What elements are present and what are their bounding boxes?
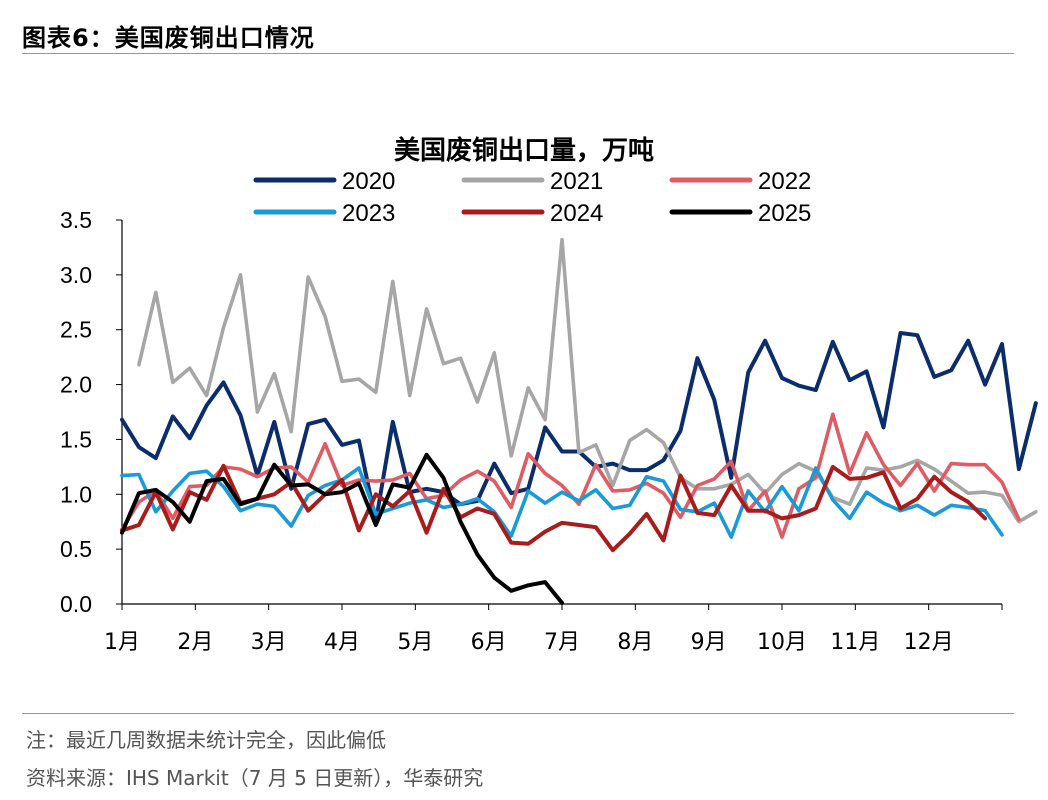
y-tick-label: 2.5 (60, 317, 92, 343)
x-tick-label: 11月 (830, 630, 880, 655)
legend-label-2022: 2022 (758, 168, 811, 195)
figure-label: 图表6： (22, 24, 115, 52)
series-line-2025 (120, 452, 564, 605)
y-tick-label: 1.5 (60, 426, 92, 452)
footnote-source: 资料来源：IHS Markit（7 月 5 日更新），华泰研究 (26, 766, 484, 790)
y-tick-label: 0.0 (60, 591, 92, 617)
y-tick-label: 1.0 (60, 481, 92, 507)
y-tick-label: 3.0 (60, 262, 92, 288)
figure-title-text: 美国废铜出口情况 (114, 24, 315, 52)
legend-label-2023: 2023 (342, 200, 395, 227)
series-line-2021 (137, 237, 1038, 524)
x-tick-label: 10月 (757, 630, 807, 655)
y-tick-label: 3.5 (60, 207, 92, 233)
figure-header: 图表6：美国废铜出口情况 (22, 12, 1022, 52)
x-tick-label: 8月 (617, 630, 653, 655)
x-tick-label: 7月 (544, 630, 580, 655)
legend-label-2021: 2021 (550, 168, 603, 195)
series-line-2024 (120, 463, 988, 553)
x-tick-label: 12月 (904, 630, 954, 655)
x-tick-label: 4月 (324, 630, 360, 655)
y-tick-label: 0.5 (60, 536, 92, 562)
top-divider (22, 53, 1014, 54)
series-line-2023 (120, 466, 1004, 539)
bottom-divider (22, 713, 1014, 714)
x-tick-label: 6月 (471, 630, 507, 655)
x-tick-label: 1月 (104, 630, 140, 655)
x-tick-label: 2月 (177, 630, 213, 655)
footnote-note: 注：最近几周数据未统计完全，因此偏低 (26, 728, 386, 752)
x-tick-label: 5月 (397, 630, 433, 655)
chart-title: 美国废铜出口量，万吨 (393, 136, 654, 166)
legend-label-2020: 2020 (342, 168, 395, 195)
x-tick-label: 9月 (691, 630, 727, 655)
figure-title: 图表6：美国废铜出口情况 (22, 18, 315, 53)
x-tick-label: 3月 (251, 630, 287, 655)
y-tick-label: 2.0 (60, 372, 92, 398)
legend-label-2024: 2024 (550, 200, 603, 227)
legend-label-2025: 2025 (758, 200, 811, 227)
